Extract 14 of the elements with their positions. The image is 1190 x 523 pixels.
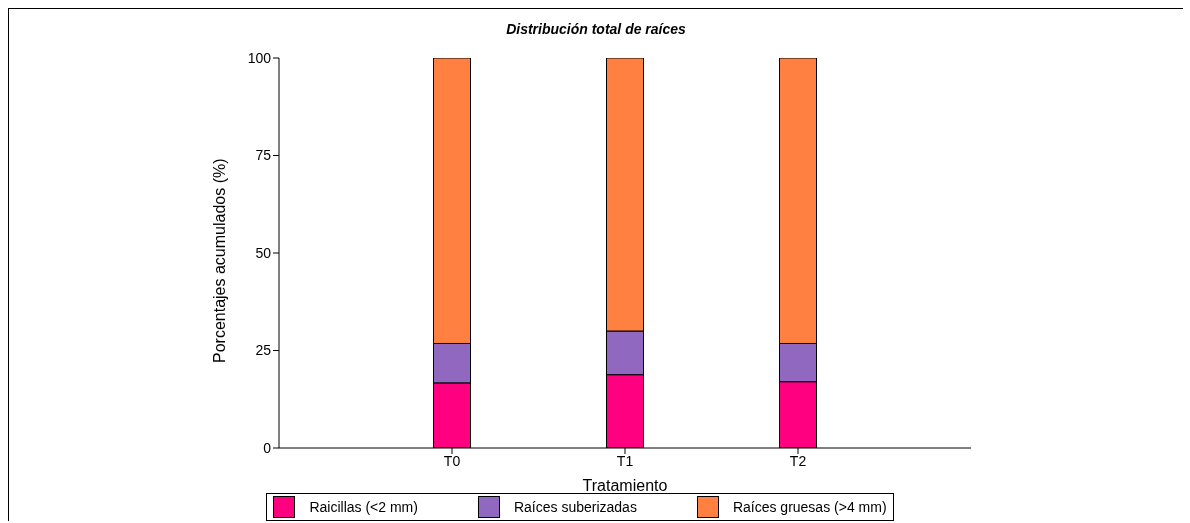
legend-label: Raíces suberizadas xyxy=(512,498,637,517)
x-tick-label: T0 xyxy=(443,452,461,469)
legend-label: Raicillas (<2 mm) xyxy=(308,498,418,517)
legend-label: Raíces gruesas (>4 mm) xyxy=(731,498,887,517)
chart-title: Distribución total de raíces xyxy=(505,21,687,37)
y-tick-label: 0 xyxy=(263,439,272,456)
x-tick-label: T2 xyxy=(789,452,807,469)
x-axis-title: Tratamiento xyxy=(582,477,668,494)
x-tick-label: T1 xyxy=(616,452,634,469)
y-tick-label: 25 xyxy=(255,342,272,359)
y-tick-label: 75 xyxy=(255,147,272,164)
y-tick-label: 50 xyxy=(255,244,272,261)
y-tick-label: 100 xyxy=(247,49,272,66)
y-axis-title: Porcentajes acumulados (%) xyxy=(210,158,228,363)
